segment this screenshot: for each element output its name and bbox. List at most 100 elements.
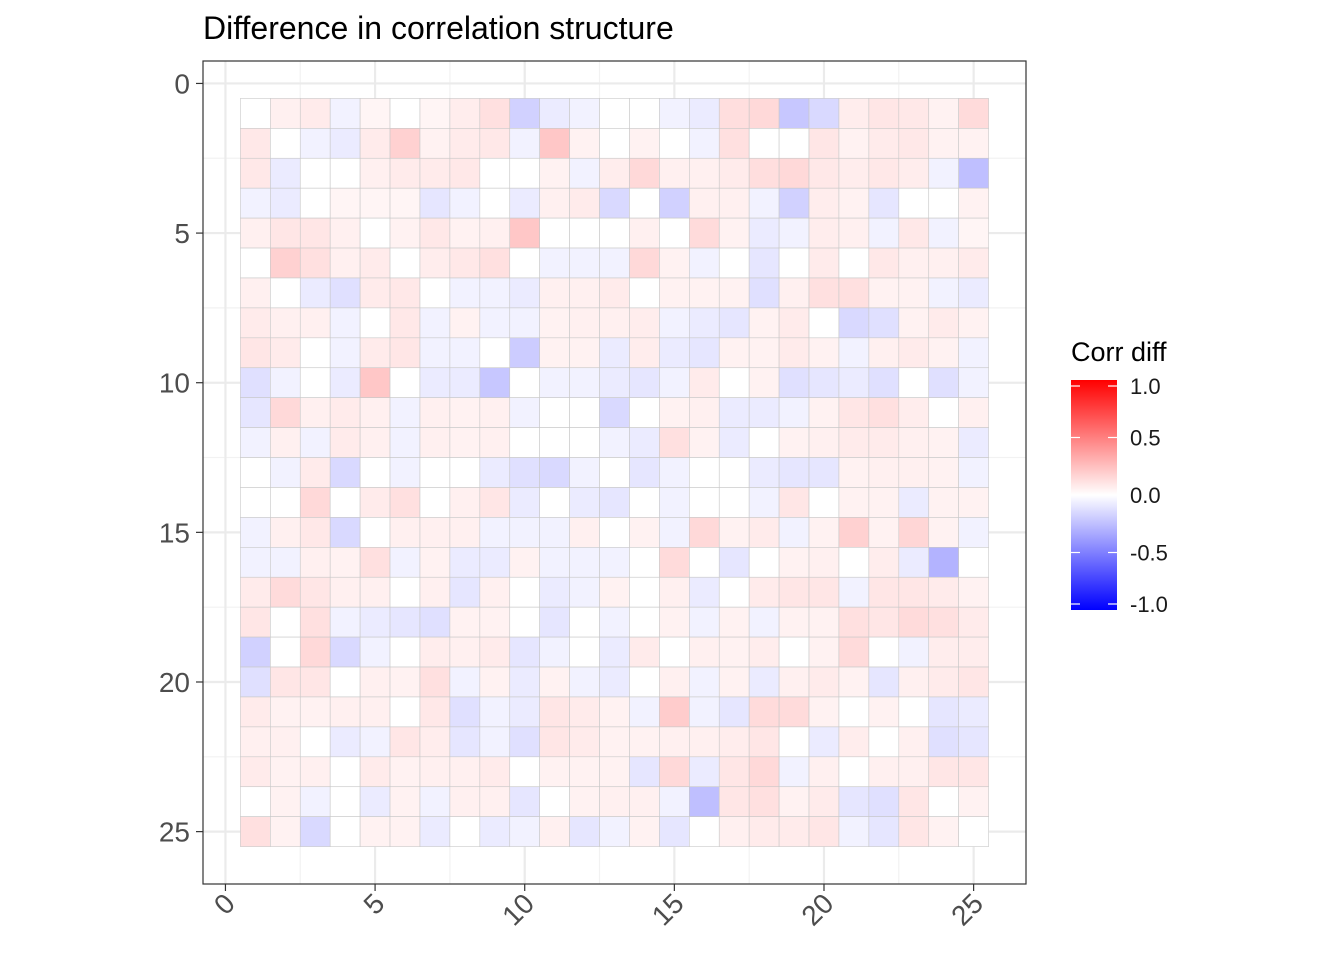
heatmap-cell	[449, 726, 481, 758]
heatmap-cell	[569, 367, 600, 398]
heatmap-cell	[629, 696, 660, 728]
heatmap-cell	[689, 726, 720, 758]
heatmap-cell	[928, 397, 959, 428]
heatmap-cell	[479, 726, 511, 758]
heatmap-cell	[689, 367, 720, 398]
heatmap-cell	[718, 397, 750, 428]
heatmap-cell	[419, 337, 451, 369]
heatmap-cell	[389, 307, 421, 339]
heatmap-cell	[659, 726, 690, 758]
heatmap-cell	[299, 157, 331, 189]
heatmap-cell	[689, 666, 720, 698]
heatmap-cell	[599, 307, 630, 339]
heatmap-cell	[808, 606, 840, 638]
heatmap-cell	[270, 277, 301, 309]
heatmap-cell	[659, 98, 690, 129]
heatmap-cell	[270, 756, 301, 788]
heatmap-cell	[240, 487, 271, 518]
heatmap-cell	[958, 128, 989, 159]
heatmap-cell	[479, 157, 511, 189]
heatmap-cell	[748, 367, 780, 398]
heatmap-cell	[329, 128, 361, 159]
heatmap-cell	[629, 487, 660, 518]
heatmap-cell	[419, 636, 451, 668]
heatmap-cell	[659, 756, 690, 788]
heatmap-cell	[569, 247, 600, 279]
heatmap-cell	[449, 547, 481, 578]
heatmap-cell	[299, 487, 331, 518]
heatmap-cell	[958, 636, 989, 668]
heatmap-cell	[868, 397, 900, 428]
heatmap-cell	[240, 397, 271, 428]
heatmap-cell	[898, 606, 930, 638]
heatmap-cell	[808, 636, 840, 668]
heatmap-cell	[419, 98, 451, 129]
heatmap-cell	[539, 606, 570, 638]
heatmap-cell	[808, 487, 840, 518]
heatmap-cell	[689, 606, 720, 638]
heatmap-cell	[479, 98, 511, 129]
heatmap-cell	[928, 247, 959, 279]
heatmap-cell	[629, 128, 660, 159]
heatmap-cell	[509, 696, 540, 728]
heatmap-cell	[629, 786, 660, 817]
heatmap-cell	[808, 666, 840, 698]
heatmap-cell	[659, 457, 690, 488]
heatmap-cell	[599, 397, 630, 428]
heatmap-cell	[898, 696, 930, 728]
heatmap-cell	[509, 397, 540, 428]
heatmap-cell	[359, 606, 391, 638]
heatmap-cell	[689, 816, 720, 847]
chart-title: Difference in correlation structure	[203, 10, 674, 46]
heatmap-cell	[539, 367, 570, 398]
legend: Corr diff 1.0 0.5 0.0 -0.5 -1.0	[1071, 337, 1168, 617]
heatmap-cell	[479, 247, 511, 279]
legend-label: -0.5	[1130, 541, 1168, 566]
heatmap-cell	[659, 786, 690, 817]
heatmap-cell	[299, 696, 331, 728]
heatmap-cell	[599, 696, 630, 728]
heatmap-cell	[928, 816, 959, 847]
heatmap-cell	[599, 487, 630, 518]
heatmap-cell	[419, 397, 451, 428]
heatmap-cell	[449, 576, 481, 608]
heatmap-cell	[509, 217, 540, 249]
heatmap-cell	[689, 277, 720, 309]
heatmap-cell	[299, 217, 331, 249]
heatmap-cell	[359, 187, 391, 219]
heatmap-cell	[898, 726, 930, 758]
heatmap-cell	[509, 517, 540, 548]
heatmap-cell	[389, 397, 421, 428]
heatmap-cell	[569, 696, 600, 728]
heatmap-cell	[539, 457, 570, 488]
heatmap-cell	[389, 726, 421, 758]
heatmap-cell	[868, 337, 900, 369]
heatmap-cell	[718, 187, 750, 219]
heatmap-cell	[539, 666, 570, 698]
heatmap-cell	[539, 756, 570, 788]
heatmap-cell	[509, 128, 540, 159]
heatmap-cell	[569, 187, 600, 219]
heatmap-cell	[569, 666, 600, 698]
heatmap-cell	[808, 337, 840, 369]
heatmap-cell	[838, 247, 870, 279]
heatmap-cell	[838, 547, 870, 578]
heatmap-cell	[928, 128, 959, 159]
heatmap-cell	[868, 666, 900, 698]
heatmap-cell	[898, 487, 930, 518]
heatmap-cell	[359, 367, 391, 398]
heatmap-cell	[539, 337, 570, 369]
heatmap-cell	[868, 457, 900, 488]
heatmap-cell	[389, 606, 421, 638]
heatmap-cell	[449, 157, 481, 189]
heatmap-cell	[898, 367, 930, 398]
heatmap-cell	[748, 457, 780, 488]
heatmap-cell	[449, 666, 481, 698]
heatmap-cell	[270, 307, 301, 339]
heatmap-cell	[329, 157, 361, 189]
heatmap-cell	[299, 457, 331, 488]
heatmap-cell	[449, 636, 481, 668]
heatmap-cell	[569, 726, 600, 758]
heatmap-cell	[718, 307, 750, 339]
heatmap-cell	[659, 696, 690, 728]
